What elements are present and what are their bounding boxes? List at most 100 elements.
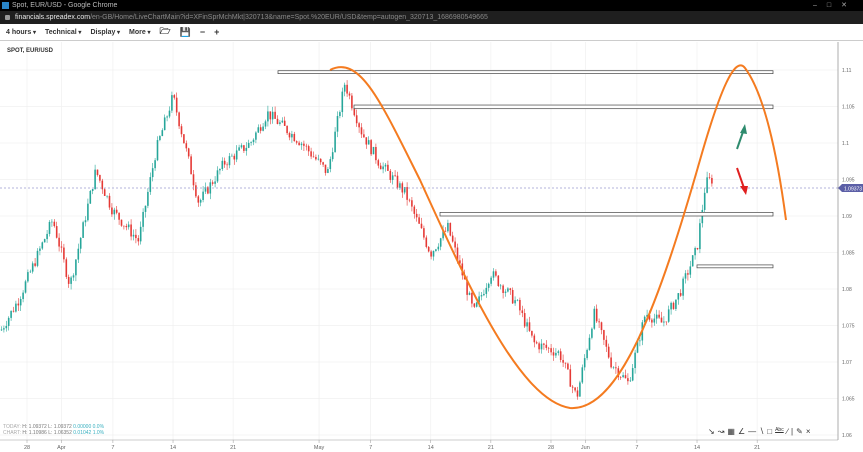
- candle: [535, 342, 538, 344]
- candle: [108, 195, 111, 208]
- candle: [281, 120, 284, 123]
- candle: [94, 169, 96, 190]
- candle: [550, 348, 552, 353]
- candle: [451, 235, 454, 242]
- candle: [84, 220, 87, 223]
- zone-rectangle[interactable]: [696, 264, 774, 269]
- address-bar[interactable]: financials.spreadex.com/en-GB/Home/LiveC…: [0, 11, 863, 24]
- candle: [684, 273, 687, 279]
- candle: [631, 368, 634, 381]
- curve-tool-icon[interactable]: ↝: [717, 427, 725, 436]
- candle: [319, 158, 322, 163]
- candle: [531, 330, 533, 336]
- candle: [579, 382, 581, 397]
- candle: [207, 187, 209, 194]
- candle: [389, 170, 392, 180]
- candle: [351, 95, 353, 109]
- more-dropdown[interactable]: More: [129, 29, 150, 36]
- orange-curve-annotation[interactable]: [329, 64, 787, 410]
- interval-dropdown[interactable]: 4 hours: [6, 29, 36, 36]
- pitchfork-tool-icon[interactable]: ∠: [737, 427, 746, 436]
- zone-rectangle[interactable]: [353, 104, 774, 110]
- candle: [192, 174, 195, 186]
- trend-line-tool-icon[interactable]: ∖: [759, 427, 765, 436]
- x-tick-label: 7: [369, 445, 372, 451]
- candle: [209, 182, 212, 194]
- fib-grid-tool-icon[interactable]: ▦: [727, 427, 735, 436]
- y-tick-label: 1.08: [842, 287, 852, 293]
- candle: [545, 344, 548, 348]
- candle: [123, 225, 125, 227]
- candle: [82, 222, 84, 238]
- candle: [509, 288, 512, 290]
- candle: [180, 126, 183, 135]
- candle: [183, 134, 185, 144]
- candle: [115, 209, 118, 213]
- zone-rectangle[interactable]: [439, 212, 774, 217]
- candle: [495, 271, 497, 276]
- candle: [588, 337, 591, 350]
- candle: [279, 122, 281, 124]
- candle: [274, 111, 276, 119]
- candle: [60, 246, 63, 248]
- save-icon[interactable]: 💾: [179, 26, 191, 37]
- zone-rectangle[interactable]: [277, 70, 774, 75]
- zoom-out-button[interactable]: −: [199, 27, 206, 37]
- horizontal-line-tool-icon[interactable]: —: [748, 427, 757, 436]
- candle: [348, 93, 351, 96]
- candle: [507, 288, 509, 292]
- window-controls[interactable]: –□✕: [813, 2, 857, 9]
- candle: [199, 199, 202, 203]
- candle: [399, 183, 401, 188]
- candle: [12, 310, 15, 312]
- ray-tool-icon[interactable]: ∕: [786, 427, 789, 436]
- candle: [658, 314, 660, 318]
- candle: [67, 276, 70, 284]
- text-tool-icon[interactable]: Abc: [775, 427, 784, 433]
- candle: [303, 143, 305, 146]
- candle: [77, 248, 80, 260]
- technical-dropdown[interactable]: Technical: [45, 29, 81, 36]
- zoom-in-button[interactable]: +: [214, 27, 220, 37]
- candle: [27, 272, 29, 282]
- candle: [159, 136, 161, 141]
- folder-open-icon[interactable]: 🗁: [159, 26, 171, 36]
- candle: [675, 299, 677, 309]
- candle: [639, 340, 641, 342]
- rectangle-tool-icon[interactable]: □: [767, 427, 773, 436]
- candle: [327, 168, 329, 173]
- candle: [163, 117, 166, 131]
- candle: [255, 132, 257, 140]
- candle: [514, 300, 516, 304]
- candle: [365, 137, 368, 145]
- candle: [53, 221, 56, 227]
- candle: [442, 230, 444, 239]
- candle: [703, 192, 706, 210]
- display-dropdown[interactable]: Display: [90, 29, 120, 36]
- candle: [271, 111, 274, 120]
- candle: [72, 275, 75, 278]
- candle: [226, 164, 228, 166]
- candle: [521, 310, 524, 314]
- candle: [137, 238, 140, 242]
- candle: [595, 308, 598, 322]
- arrow-tool-icon[interactable]: ↘: [708, 427, 715, 436]
- candle: [689, 266, 692, 275]
- candle: [708, 177, 711, 179]
- y-tick-label: 1.07: [842, 360, 852, 366]
- up-arrow-icon: [736, 124, 747, 150]
- candle: [202, 191, 204, 200]
- pencil-tool-icon[interactable]: ✎: [796, 427, 803, 436]
- price-chart[interactable]: 1.11 1.105 1.1 1.095 1.09 1.085 1.08 1.075 1.07 1…: [0, 42, 863, 452]
- candle: [127, 224, 130, 228]
- candle: [63, 247, 65, 260]
- chart-title: SPOT, EUR/USD: [7, 48, 54, 54]
- candle: [480, 295, 483, 297]
- candle: [375, 146, 377, 161]
- candle: [643, 316, 646, 323]
- candle: [329, 159, 332, 169]
- candle: [437, 246, 440, 250]
- close-icon[interactable]: ×: [805, 427, 811, 436]
- candle: [173, 95, 176, 98]
- candle: [315, 156, 317, 160]
